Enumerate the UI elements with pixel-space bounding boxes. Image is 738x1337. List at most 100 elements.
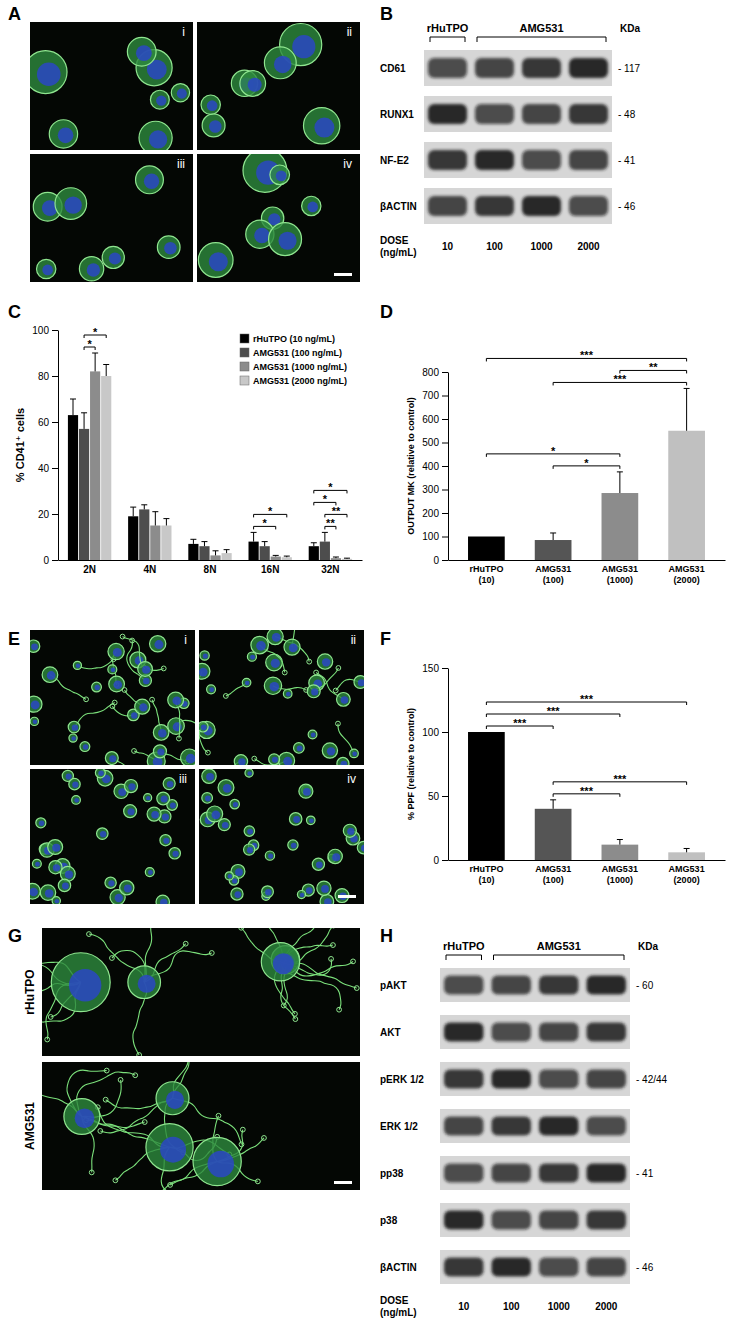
nucleus [177,89,187,99]
axis-line [449,860,726,861]
tick-label: 150 [422,663,439,674]
bar [331,558,341,560]
cell [264,47,296,79]
cell [284,639,300,655]
nucleus [83,744,88,749]
error-bar [152,512,158,526]
nucleus [162,814,169,821]
group-bracket [494,955,625,960]
tick: AMG531(100) [535,560,571,585]
cell [92,682,102,692]
group-label: AMG531 [519,22,563,34]
cell [288,840,298,850]
tick-mark [52,422,58,423]
cell [79,257,103,281]
label-line: (1000) [607,875,633,885]
dose-value: 100 [503,1301,520,1312]
error-bar [103,365,109,377]
cell [337,757,349,765]
tick-label: 0 [433,555,439,566]
cell [244,826,254,836]
band [444,1257,484,1276]
bar [260,546,270,560]
band [475,196,514,216]
tick: 0 [43,555,58,566]
label-line: AMG531 [602,864,638,874]
cell [42,667,58,683]
proplatelet-tip [314,670,319,675]
cell [225,872,233,880]
proplatelet-tip [137,1053,142,1056]
nucleus [271,659,280,668]
band [444,1069,484,1088]
bar-chart: C0204060801002N4N8N16N32N% CD41⁺ cells**… [8,302,363,575]
bar [535,540,572,560]
band [522,104,561,124]
proplatelet-tip [104,1068,109,1073]
blot-strip [440,1062,630,1096]
nucleus [172,851,178,857]
nucleus [293,816,300,823]
nucleus [31,701,40,710]
nucleus [314,118,334,138]
cell [169,848,180,859]
nucleus [306,887,313,894]
row-label: pp38 [380,1168,404,1179]
tick-label: AMG531(2000) [669,564,705,585]
nucleus [98,771,103,776]
band [539,1069,579,1088]
nucleus [52,844,60,852]
proplatelet-tip [293,1017,298,1022]
dose-value: 10 [442,241,454,252]
tick: AMG531(100) [535,860,571,885]
tick: AMG531(1000) [602,860,638,885]
tick-label: 700 [422,390,439,401]
error-bar [70,399,76,415]
tick-label: 100 [422,531,439,542]
nucleus [170,803,176,809]
nucleus [131,712,137,718]
nucleus [158,729,167,738]
cell [247,652,256,661]
row-label: CD61 [380,63,406,74]
nucleus [300,893,304,897]
tick-label: 80 [38,371,50,382]
cell [231,888,243,900]
nucleus [358,679,364,686]
tick: 500 [422,437,448,448]
micrograph-content [198,154,321,277]
nucleus [113,680,122,689]
cell [153,745,166,758]
tile-label: ii [351,633,356,647]
nucleus [321,885,329,893]
error-bar [617,840,623,845]
cell [251,636,269,654]
nucleus [128,808,135,815]
nucleus [72,724,78,730]
error-bar [190,539,196,544]
cell [262,886,274,898]
tick-mark [442,537,448,538]
tick: 150 [422,663,448,674]
micrograph [199,769,370,908]
proplatelet-tip [331,943,336,948]
tile-label: AMG531 [23,1102,37,1150]
proplatelet-tip [113,1178,118,1183]
blot-strip [440,1015,630,1049]
band [587,1022,627,1041]
blot-strip [424,188,612,224]
nucleus [42,265,53,276]
band [492,1163,532,1182]
label-line: AMG531 [669,564,705,574]
nucleus [186,754,195,764]
cell [138,662,153,677]
cell [261,943,299,981]
micrograph-panel: GrHuTPOAMG531 [8,886,360,1221]
cell [199,722,208,732]
cell [207,806,223,822]
tick: 800 [422,367,448,378]
tick: 16N [261,560,279,575]
tick: AMG531(1000) [602,560,638,585]
cell [30,717,38,725]
nucleus [100,831,106,837]
